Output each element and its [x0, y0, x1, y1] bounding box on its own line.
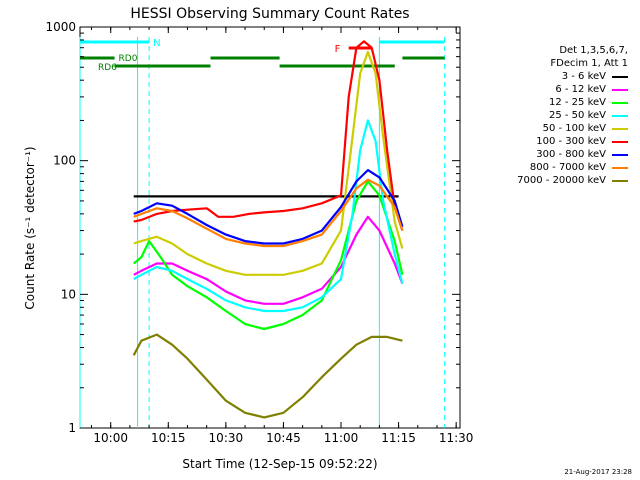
- series-line: [133, 178, 404, 248]
- series-line: [133, 169, 404, 245]
- legend-swatch: [612, 153, 628, 156]
- legend-entry: 800 - 7000 keV: [468, 161, 628, 174]
- legend-entry: 6 - 12 keV: [468, 83, 628, 96]
- legend-swatch: [612, 166, 628, 169]
- legend-swatch: [612, 101, 628, 104]
- footer-timestamp: 21-Aug-2017 23:28: [564, 468, 632, 476]
- legend-entry: 50 - 100 keV: [468, 122, 628, 135]
- x-tick-label: 10:45: [266, 431, 301, 445]
- series-line: [133, 215, 404, 305]
- x-axis: 10:00 10:15 10:30 10:45 11:00 11:15 11:30: [91, 27, 474, 445]
- legend-header-line-1: Det 1,3,5,6,7,: [559, 45, 628, 56]
- legend-swatch: [612, 114, 628, 117]
- chart-title: HESSI Observing Summary Count Rates: [130, 6, 409, 22]
- series-line: [132, 180, 404, 331]
- legend-entry-label: 7000 - 20000 keV: [517, 175, 606, 186]
- x-tick-label: 10:30: [209, 431, 244, 445]
- legend-entry: 100 - 300 keV: [468, 135, 628, 148]
- x-tick-label: 11:30: [439, 431, 474, 445]
- x-tick-label: 10:15: [151, 431, 186, 445]
- legend-entry-label: 3 - 6 keV: [561, 71, 606, 82]
- series-line: [133, 50, 404, 276]
- legend-entry-label: 800 - 7000 keV: [529, 162, 606, 173]
- y-tick-label: 100: [53, 154, 76, 168]
- y-axis-label: Count Rate (s⁻¹ detector⁻¹): [23, 146, 37, 309]
- rd0-label: RD0: [119, 54, 138, 64]
- legend: Det 1,3,5,6,7, FDecim 1, Att 1 3 - 6 keV…: [468, 44, 628, 187]
- plot-frame: [79, 26, 461, 429]
- x-tick-label: 10:00: [93, 431, 128, 445]
- legend-entry-label: 12 - 25 keV: [548, 97, 606, 108]
- rd6-label: RD6: [98, 63, 117, 73]
- legend-header-line-2: FDecim 1, Att 1: [550, 58, 628, 69]
- x-tick-label: 11:15: [381, 431, 416, 445]
- legend-entry-label: 25 - 50 keV: [548, 110, 606, 121]
- legend-entry-label: 50 - 100 keV: [542, 123, 606, 134]
- legend-entry: 300 - 800 keV: [468, 148, 628, 161]
- legend-entry-label: 100 - 300 keV: [536, 136, 606, 147]
- legend-entries: 3 - 6 keV 6 - 12 keV 12 - 25 keV 25 - 50 ke…: [468, 70, 628, 187]
- x-tick-label: 11:00: [324, 431, 359, 445]
- series-line: [133, 119, 404, 313]
- legend-entry: 25 - 50 keV: [468, 109, 628, 122]
- legend-swatch: [612, 140, 628, 143]
- legend-swatch: [612, 179, 628, 182]
- legend-swatch: [612, 88, 628, 91]
- y-tick-label: 1: [68, 421, 76, 435]
- flare-label: F: [335, 44, 341, 55]
- night-label: N: [153, 38, 160, 49]
- legend-entry-label: 6 - 12 keV: [555, 84, 606, 95]
- y-tick-label: 1000: [45, 20, 76, 34]
- y-tick-label: 10: [61, 287, 76, 301]
- legend-entry: 7000 - 20000 keV: [468, 174, 628, 187]
- legend-entry: 12 - 25 keV: [468, 96, 628, 109]
- x-axis-label: Start Time (12-Sep-15 09:52:22): [182, 457, 377, 471]
- legend-entry: 3 - 6 keV: [468, 70, 628, 83]
- legend-swatch: [612, 75, 628, 78]
- legend-swatch: [612, 127, 628, 130]
- series-line: [132, 333, 403, 419]
- y-axis: 1 10 100 1000: [45, 20, 460, 435]
- legend-entry-label: 300 - 800 keV: [536, 149, 606, 160]
